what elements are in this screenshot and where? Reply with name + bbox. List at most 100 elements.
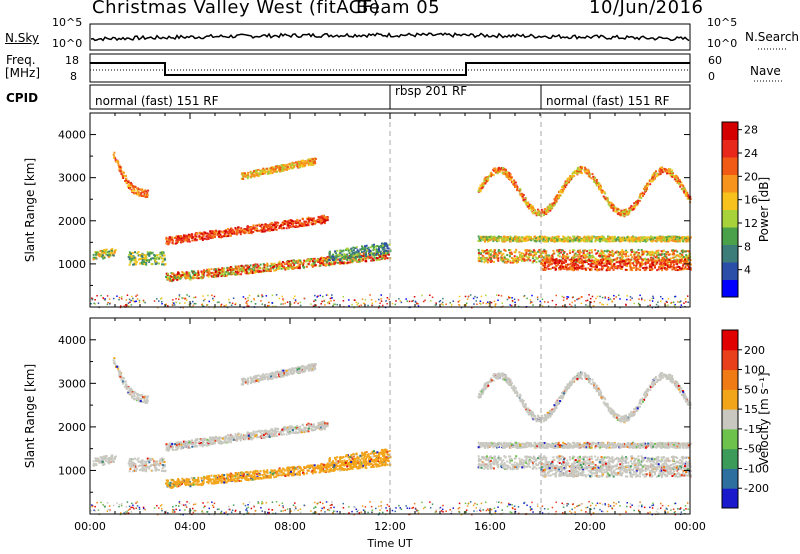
power-echo [272, 168, 275, 171]
power-echo [357, 260, 360, 263]
power-echo [554, 266, 557, 269]
power-echo [167, 243, 170, 246]
power-echo [264, 229, 267, 232]
power-echo [328, 252, 331, 255]
power-echo [366, 256, 369, 259]
power-echo [645, 185, 648, 188]
power-echo [354, 251, 357, 254]
power-echo [616, 267, 619, 270]
power-echo [246, 177, 249, 180]
power-echo [537, 250, 540, 253]
power-echo [210, 268, 213, 271]
power-echo [284, 164, 287, 167]
power-echo [375, 248, 378, 251]
power-echo [553, 252, 556, 255]
power-echo [193, 270, 196, 273]
power-echo [525, 255, 528, 258]
power-echo [228, 229, 231, 232]
power-echo [140, 194, 143, 197]
power-echo [570, 258, 573, 261]
power-echo [652, 254, 655, 257]
power-echo [565, 182, 568, 185]
power-echo [583, 240, 586, 243]
power-echo [274, 265, 277, 268]
power-echo [607, 239, 610, 242]
power-echo [648, 179, 651, 182]
power-echo [620, 267, 623, 270]
power-echo [198, 234, 201, 237]
power-echo [621, 239, 624, 242]
power-echo [183, 236, 186, 239]
power-echo [342, 262, 345, 265]
power-echo [641, 253, 644, 256]
power-echo [162, 259, 165, 262]
power-echo [380, 257, 383, 260]
power-echo [247, 228, 250, 231]
power-echo [498, 236, 501, 239]
power-echo [186, 240, 189, 243]
power-echo [675, 258, 678, 261]
power-echo [570, 262, 573, 265]
power-echo [261, 230, 264, 233]
power-echo [239, 231, 242, 234]
power-echo [269, 172, 272, 175]
power-echo [686, 250, 689, 253]
power-echo [285, 164, 288, 167]
power-echo [638, 196, 641, 199]
power-echo [646, 261, 649, 264]
power-echo [288, 226, 291, 229]
power-echo [280, 163, 283, 166]
power-echo [289, 165, 292, 168]
power-echo [282, 227, 285, 230]
power-echo [477, 252, 480, 255]
power-echo [329, 262, 332, 265]
power-echo [202, 271, 205, 274]
power-echo [341, 253, 344, 256]
power-echo [167, 238, 170, 241]
power-echo [198, 235, 201, 238]
power-echo [158, 253, 161, 256]
power-echo [602, 267, 605, 270]
power-echo [538, 213, 541, 216]
power-echo [660, 268, 663, 271]
power-echo [663, 260, 666, 263]
power-echo [665, 251, 668, 254]
power-echo [518, 236, 521, 239]
power-echo [586, 250, 589, 253]
power-echo [317, 260, 320, 263]
power-echo [679, 255, 682, 258]
power-echo [161, 257, 164, 260]
power-echo [686, 193, 689, 196]
power-echo [688, 239, 691, 242]
power-echo [679, 181, 682, 184]
power-echo [146, 251, 149, 254]
power-echo [550, 257, 553, 260]
power-echo [493, 250, 496, 253]
power-echo [582, 256, 585, 259]
power-echo [568, 249, 571, 252]
power-echo [295, 266, 298, 269]
power-echo [656, 257, 659, 260]
power-echo [185, 271, 188, 274]
power-echo [295, 222, 298, 225]
power-echo [310, 258, 313, 261]
power-echo [349, 254, 352, 257]
power-echo [246, 175, 249, 178]
power-echo [606, 259, 609, 262]
power-echo [553, 262, 556, 265]
power-echo [303, 220, 306, 223]
power-echo [249, 271, 252, 274]
power-echo [588, 258, 591, 261]
power-echo [189, 275, 192, 278]
power-echo [317, 216, 320, 219]
power-echo [145, 190, 148, 193]
power-echo [629, 206, 632, 209]
power-echo [631, 238, 634, 241]
power-echo [368, 253, 371, 256]
power-echo [312, 218, 315, 221]
power-echo [170, 275, 173, 278]
power-echo [328, 262, 331, 265]
power-echo [596, 183, 599, 186]
power-echo [504, 168, 507, 171]
